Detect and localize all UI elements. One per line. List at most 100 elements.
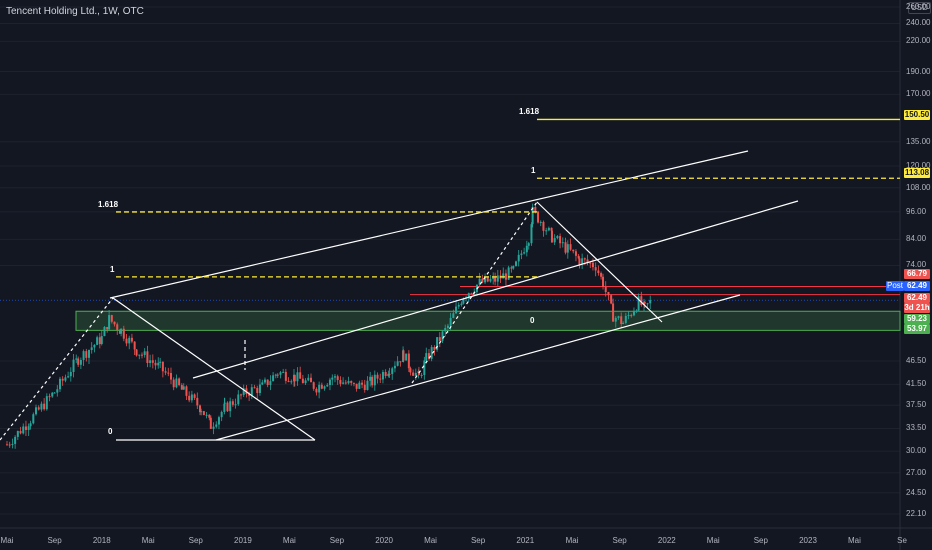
- candle: [604, 281, 607, 297]
- time-tick-label: 2018: [92, 536, 111, 545]
- candle-body: [423, 360, 426, 375]
- candle-body: [363, 384, 366, 390]
- candle: [492, 272, 495, 285]
- candle: [336, 374, 339, 385]
- candle: [69, 367, 72, 382]
- candle-body: [355, 383, 358, 389]
- candle-body: [32, 414, 35, 424]
- candle-body: [282, 371, 285, 373]
- candle-body: [323, 386, 326, 389]
- candle: [279, 370, 282, 379]
- candle: [318, 381, 321, 399]
- candle: [556, 235, 559, 240]
- candle: [217, 415, 220, 430]
- candle: [379, 373, 382, 383]
- candle-body: [149, 360, 152, 364]
- price-tick-label: 190.00: [906, 66, 931, 76]
- candle-body: [402, 350, 405, 361]
- down-trendline-2018: [112, 297, 316, 441]
- candle: [484, 273, 487, 284]
- candle: [202, 410, 205, 416]
- candle: [19, 426, 22, 435]
- candle-body: [496, 275, 499, 282]
- candle: [72, 353, 75, 378]
- candle: [256, 385, 259, 399]
- candle: [61, 376, 64, 386]
- price-badge: 62.49: [904, 293, 930, 303]
- candle-body: [188, 395, 191, 401]
- candle-body: [649, 300, 652, 304]
- candle: [106, 326, 109, 333]
- candle-body: [307, 377, 310, 381]
- candle: [110, 314, 113, 324]
- candle: [507, 265, 510, 281]
- candle: [425, 347, 428, 362]
- candle-body: [614, 317, 617, 322]
- candle-body: [622, 322, 625, 324]
- candle: [22, 423, 25, 435]
- candle: [620, 312, 623, 328]
- candle-body: [205, 414, 208, 416]
- time-tick-label: Mai: [282, 536, 296, 545]
- candle: [559, 233, 562, 249]
- price-badge: 113.08: [904, 168, 930, 178]
- candle: [510, 265, 513, 273]
- candle: [347, 376, 350, 385]
- currency-badge[interactable]: USD: [908, 2, 931, 14]
- candle: [342, 377, 345, 385]
- candle: [315, 387, 318, 396]
- candle: [82, 349, 85, 366]
- candle: [393, 361, 396, 373]
- time-tick-label: 2021: [516, 536, 535, 545]
- candle: [331, 374, 334, 386]
- candle-body: [586, 259, 589, 263]
- time-tick-label: Mai: [565, 536, 579, 545]
- candle: [32, 412, 35, 425]
- candle-body: [393, 365, 396, 369]
- candle-body: [178, 378, 181, 386]
- candle-body: [110, 315, 113, 322]
- candle: [640, 291, 643, 307]
- candle-body: [635, 310, 638, 312]
- candle-body: [361, 382, 364, 385]
- candle-body: [388, 373, 391, 375]
- candle: [304, 378, 307, 385]
- candle-body: [366, 380, 369, 390]
- candle-body: [462, 298, 465, 304]
- candle: [220, 410, 223, 422]
- candle-body: [574, 251, 577, 256]
- time-tick-label: Sep: [470, 536, 486, 545]
- candle-body: [77, 358, 80, 365]
- candle-body: [159, 361, 162, 363]
- candle-body: [339, 379, 342, 384]
- candle: [122, 325, 125, 342]
- post-market-tag: Post: [886, 281, 904, 291]
- time-tick-label: Mai: [424, 536, 437, 545]
- candle-body: [287, 380, 290, 382]
- candle-body: [542, 221, 545, 231]
- candle: [282, 368, 285, 373]
- candle-body: [51, 392, 54, 397]
- candle: [457, 302, 460, 309]
- candle-body: [577, 255, 580, 259]
- price-tick-label: 24.50: [906, 487, 927, 497]
- candle: [45, 393, 48, 411]
- candle: [56, 385, 59, 397]
- candle: [11, 438, 14, 449]
- candle-body: [589, 262, 592, 264]
- candle-body: [646, 303, 649, 305]
- candle: [525, 240, 528, 257]
- candle-body: [381, 372, 384, 380]
- price-tick-label: 37.50: [906, 400, 927, 410]
- candle: [58, 376, 61, 392]
- candle-body: [169, 373, 172, 380]
- candle-body: [223, 403, 226, 412]
- candle-body: [239, 394, 242, 396]
- candle: [215, 421, 218, 429]
- fib-label: 0: [530, 315, 535, 325]
- candle: [199, 404, 202, 416]
- candle-body: [441, 331, 444, 341]
- candle-body: [53, 392, 56, 394]
- price-badge: 62.49: [904, 281, 930, 291]
